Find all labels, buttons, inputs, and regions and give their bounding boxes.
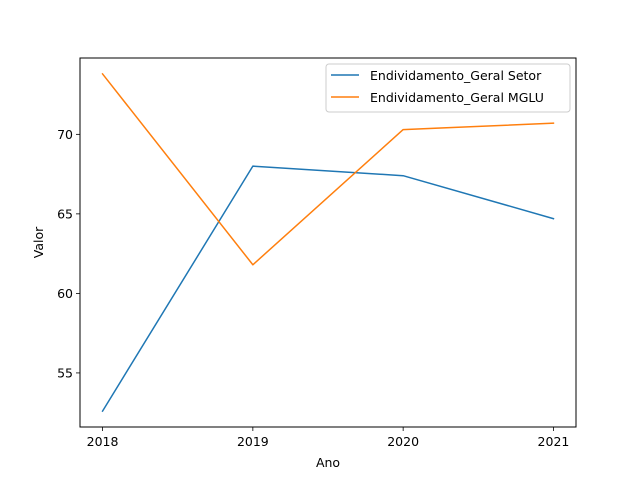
legend: Endividamento_Geral Setor Endividamento_…	[325, 63, 571, 113]
legend-frame	[325, 63, 571, 113]
x-tick-label: 2018	[87, 434, 119, 449]
x-tick-label: 2019	[237, 434, 269, 449]
y-axis-ticks: 55 60 65 70	[57, 127, 80, 380]
x-tick-label: 2020	[387, 434, 419, 449]
series-line-1	[101, 72, 555, 266]
y-tick-label: 65	[57, 206, 73, 221]
x-axis-label: Ano	[316, 455, 340, 470]
y-axis-label: Valor	[31, 226, 46, 258]
x-tick-label: 2021	[538, 434, 570, 449]
series-layer	[101, 72, 555, 413]
x-axis-ticks: 2018 2019 2020 2021	[87, 427, 570, 449]
legend-label-setor: Endividamento_Geral Setor	[370, 68, 542, 83]
y-tick-label: 55	[57, 365, 73, 380]
series-line-0	[101, 165, 555, 413]
y-tick-label: 70	[57, 127, 73, 142]
plot-frame	[79, 57, 577, 428]
legend-label-mglu: Endividamento_Geral MGLU	[370, 90, 544, 105]
y-tick-label: 60	[57, 286, 73, 301]
